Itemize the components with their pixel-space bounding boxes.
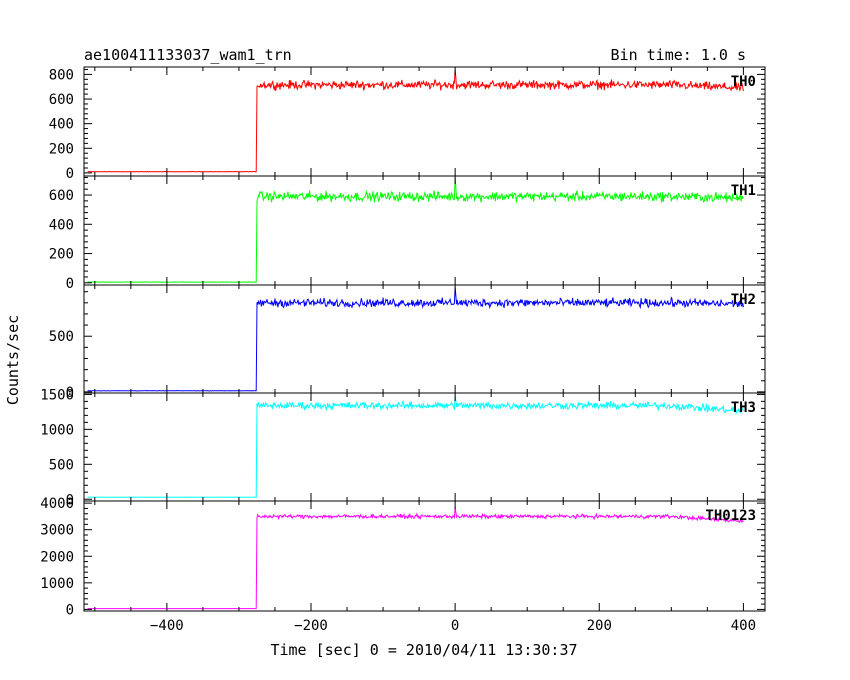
y-tick-label: 0 — [66, 166, 74, 182]
panel-label: TH0123 — [705, 508, 756, 524]
panel-frame — [83, 392, 766, 502]
y-tick-label: 0 — [66, 276, 74, 292]
x-axis-title: Time [sec] 0 = 2010/04/11 13:30:37 — [270, 641, 577, 659]
y-tick-label: 500 — [49, 329, 74, 345]
x-tick-label: 0 — [451, 618, 459, 634]
panel-label: TH3 — [731, 400, 756, 416]
panel-th0: 0 200 400 600 800 TH0 — [49, 66, 766, 182]
series-line-th1 — [87, 177, 744, 283]
y-tick-label: 1500 — [40, 387, 74, 403]
series-line-th3 — [87, 395, 744, 498]
panel-label: TH0 — [731, 74, 756, 90]
y-tick-label: 500 — [49, 457, 74, 473]
y-tick-label: 200 — [49, 247, 74, 263]
y-tick-label: 1000 — [40, 576, 74, 592]
y-axis-title: Counts/sec — [4, 315, 22, 405]
y-tick-label: 0 — [66, 492, 74, 508]
y-tick-label: 600 — [49, 188, 74, 204]
panel-label: TH1 — [731, 183, 756, 199]
y-tick-label: 0 — [66, 385, 74, 401]
panel-label: TH2 — [731, 292, 756, 308]
y-tick-label: 1000 — [40, 422, 74, 438]
chart-title: ae100411133037_wam1_trn — [84, 46, 292, 64]
y-tick-label: 4000 — [40, 496, 74, 512]
y-tick-label: 200 — [49, 141, 74, 157]
y-tick-label: 3000 — [40, 523, 74, 539]
x-tick-label: 200 — [587, 618, 612, 634]
x-tick-label: 400 — [731, 618, 756, 634]
bin-time-label: Bin time: 1.0 s — [611, 46, 746, 64]
series-line-th2 — [87, 287, 744, 392]
panel-th1: 0 200 400 600 TH1 — [49, 175, 766, 292]
y-tick-label: 600 — [49, 92, 74, 108]
y-tick-label: 400 — [49, 217, 74, 233]
panel-th3: 0 500 1000 1500 TH3 — [40, 387, 766, 508]
series-line-th0 — [87, 69, 744, 173]
panel-th2: 0 500 TH2 — [49, 284, 766, 401]
x-tick-label: −200 — [294, 618, 328, 634]
y-tick-label: 2000 — [40, 549, 74, 565]
y-tick-label: 0 — [66, 602, 74, 618]
series-line-th0123 — [87, 507, 744, 610]
x-tick-label: −400 — [150, 618, 184, 634]
y-tick-label: 400 — [49, 117, 74, 133]
panels: 0 200 400 600 800 TH0 0 200 400 600 TH1 0 500 TH2 0 500… — [40, 66, 766, 634]
y-tick-label: 800 — [49, 67, 74, 83]
